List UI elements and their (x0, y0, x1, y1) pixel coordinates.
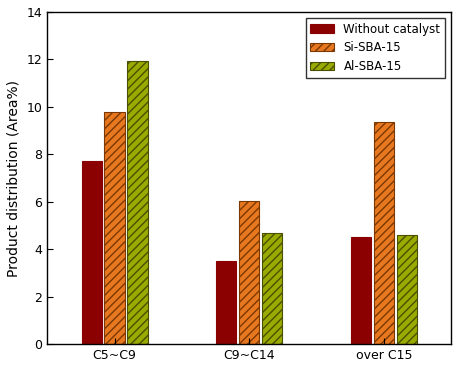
Bar (374, 122, 394, 344)
Legend: Without catalyst, Si-SBA-15, Al-SBA-15: Without catalyst, Si-SBA-15, Al-SBA-15 (305, 18, 445, 78)
Bar (262, 232, 282, 344)
Bar (104, 111, 125, 344)
Bar (239, 201, 259, 344)
Bar (216, 261, 236, 344)
Bar (127, 61, 147, 344)
Y-axis label: Product distribution (Area%): Product distribution (Area%) (7, 80, 21, 277)
Bar (397, 235, 417, 344)
Bar (82, 162, 102, 344)
Bar (351, 237, 371, 344)
